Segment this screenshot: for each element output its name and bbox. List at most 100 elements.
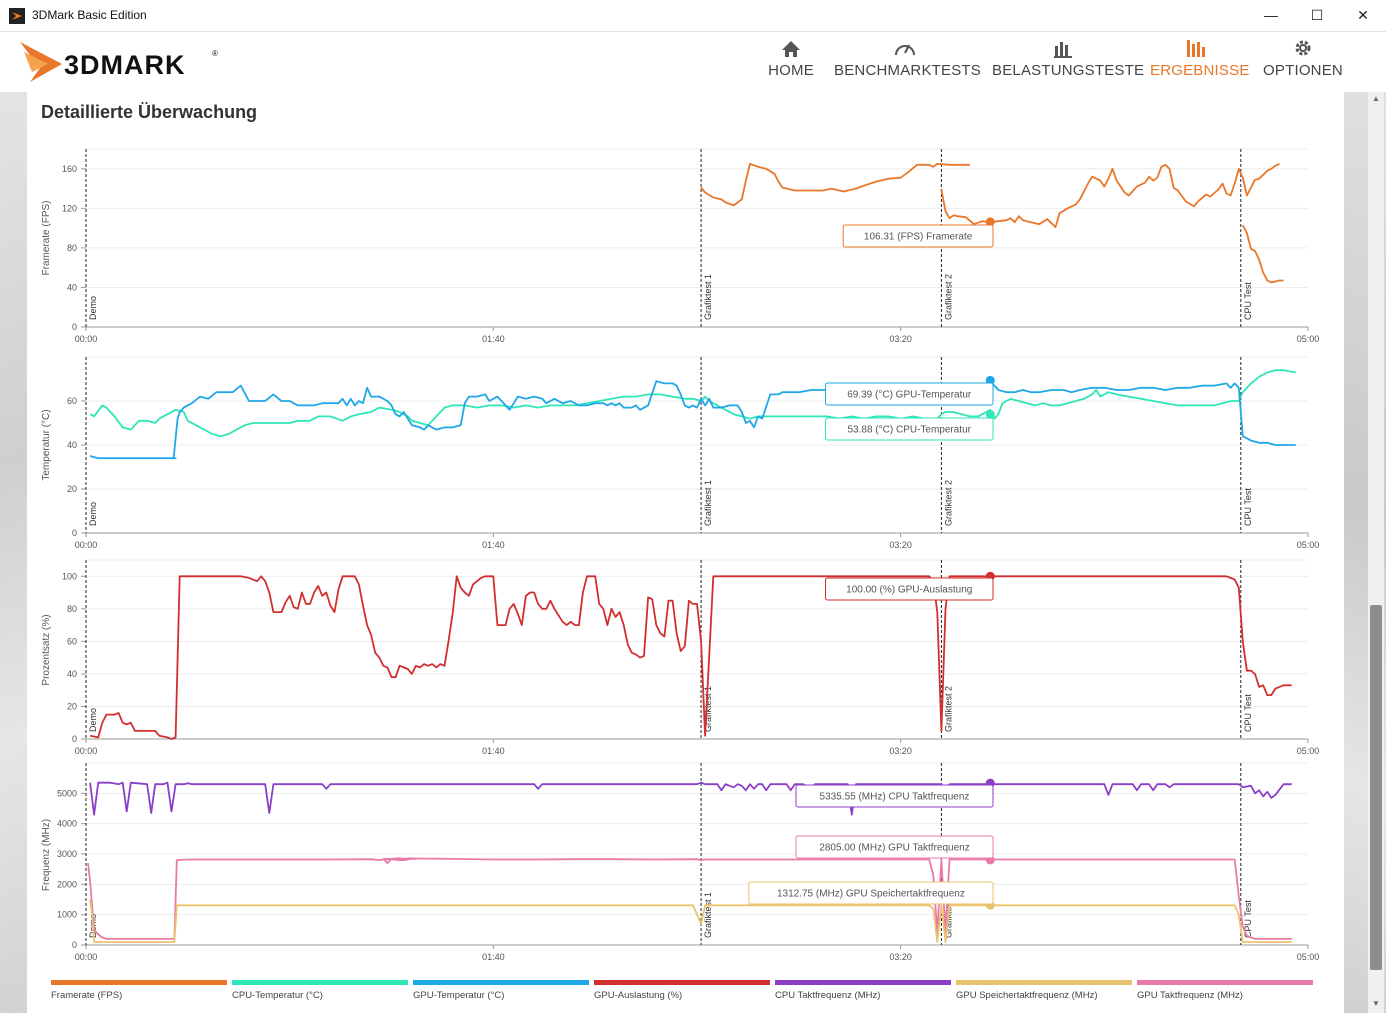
x-tick-label: 05:00 — [1297, 540, 1320, 550]
y-tick-label: 40 — [67, 440, 77, 450]
legend-swatch — [956, 980, 1132, 985]
y-tick-label: 60 — [67, 636, 77, 646]
series-line-cpu_clock — [89, 781, 1292, 816]
y-axis-label: Prozentsatz (%) — [41, 614, 52, 685]
tooltip-box — [795, 835, 994, 859]
logo-registered: ® — [212, 49, 218, 58]
series-line-cpu_temp — [89, 369, 1296, 438]
legend-swatch — [51, 980, 227, 985]
nav-ergebnisse[interactable]: ERGEBNISSE — [1150, 32, 1250, 92]
app-header: 3DMARK ® HOME BENCHMARKTESTS BELASTUNGST… — [0, 32, 1386, 92]
section-marker-label: Grafiktest 2 — [943, 274, 953, 320]
logo[interactable]: 3DMARK ® — [18, 38, 228, 84]
section-marker-label: CPU Test — [1243, 900, 1253, 938]
series-line-gpu_mem_clock — [89, 899, 1292, 943]
nav-optionen[interactable]: OPTIONEN — [1258, 32, 1348, 92]
legend-item-gpu_clock[interactable]: GPU Taktfrequenz (MHz) — [1137, 980, 1313, 1010]
legend-label: CPU-Temperatur (°C) — [232, 990, 323, 1001]
tooltip-box — [795, 784, 994, 808]
tooltip-box — [842, 224, 994, 248]
section-marker-label: Grafiktest 1 — [703, 686, 713, 732]
section-marker-label: Grafiktest 1 — [703, 480, 713, 526]
series-line-framerate — [940, 162, 1280, 228]
legend-item-gpu_load[interactable]: GPU-Auslastung (%) — [594, 980, 770, 1010]
close-button[interactable]: ✕ — [1357, 7, 1369, 23]
home-icon — [758, 32, 824, 62]
y-tick-label: 160 — [62, 164, 77, 174]
legend-label: CPU Taktfrequenz (MHz) — [775, 990, 881, 1001]
x-tick-label: 05:00 — [1297, 952, 1320, 962]
scrollbar-thumb[interactable] — [1370, 605, 1382, 970]
chart-panel-2: 0 20 40 60 80 100 00:00 01:40 03:20 05:00 Prozents… — [41, 559, 1319, 756]
y-tick-label: 120 — [62, 203, 77, 213]
tooltip-text: 1312.75 (MHz) GPU Speichertaktfrequenz — [777, 889, 965, 900]
x-tick-label: 03:20 — [889, 540, 912, 550]
y-tick-label: 80 — [67, 243, 77, 253]
legend-item-gpu_temp[interactable]: GPU-Temperatur (°C) — [413, 980, 589, 1010]
legend-item-gpu_mem_clock[interactable]: GPU Speichertaktfrequenz (MHz) — [956, 980, 1132, 1010]
legend-swatch — [232, 980, 408, 985]
tooltip-text: 5335.55 (MHz) CPU Taktfrequenz — [820, 792, 970, 803]
y-axis-label: Framerate (FPS) — [41, 200, 52, 275]
cursor-point-cpu_temp — [985, 409, 995, 419]
logo-mark-icon: 3DMARK ® — [20, 42, 218, 82]
tooltip-box — [825, 417, 994, 441]
nav-label-benchmarktests: BENCHMARKTESTS — [834, 62, 981, 79]
x-tick-label: 01:40 — [482, 334, 505, 344]
title-bar: 3DMark Basic Edition — ☐ ✕ — [0, 0, 1386, 32]
maximize-button[interactable]: ☐ — [1310, 7, 1324, 23]
series-line-gpu_temp — [89, 380, 1296, 460]
legend-swatch — [594, 980, 770, 985]
tooltip-text: 53.88 (°C) CPU-Temperatur — [848, 425, 972, 436]
nav-home[interactable]: HOME — [758, 32, 824, 92]
nav-benchmarktests[interactable]: BENCHMARKTESTS — [834, 32, 981, 92]
section-title: Detaillierte Überwachung — [41, 102, 258, 122]
nav-belastungsteste[interactable]: BELASTUNGSTESTE — [992, 32, 1145, 92]
section-marker-label: CPU Test — [1243, 282, 1253, 320]
section-marker-label: Demo — [88, 502, 98, 526]
logo-text: 3DMARK — [64, 50, 186, 80]
nav-label-belastungsteste: BELASTUNGSTESTE — [992, 62, 1145, 79]
series-line-gpu_load — [89, 575, 1292, 740]
x-tick-label: 01:40 — [482, 746, 505, 756]
chart-panel-1: 0 20 40 60 00:00 01:40 03:20 05:00 Temperatur (°… — [41, 356, 1320, 550]
legend-item-cpu_temp[interactable]: CPU-Temperatur (°C) — [232, 980, 408, 1010]
nav-label-ergebnisse: ERGEBNISSE — [1150, 62, 1250, 79]
y-tick-label: 40 — [67, 282, 77, 292]
section-marker-label: Demo — [88, 296, 98, 320]
x-tick-label: 00:00 — [75, 746, 98, 756]
section-marker-label: Demo — [88, 708, 98, 732]
y-tick-label: 3000 — [57, 849, 77, 859]
y-tick-label: 5000 — [57, 788, 77, 798]
y-tick-label: 20 — [67, 701, 77, 711]
legend-label: GPU-Temperatur (°C) — [413, 990, 505, 1001]
legend-swatch — [775, 980, 951, 985]
legend-swatch — [413, 980, 589, 985]
nav-label-optionen: OPTIONEN — [1263, 62, 1343, 79]
tooltip-text: 100.00 (%) GPU-Auslastung — [846, 585, 972, 596]
y-tick-label: 0 — [72, 322, 77, 332]
chart-icon — [1150, 32, 1244, 62]
y-axis-label: Temperatur (°C) — [41, 409, 52, 480]
y-tick-label: 0 — [72, 528, 77, 538]
y-tick-label: 20 — [67, 484, 77, 494]
legend-item-cpu_clock[interactable]: CPU Taktfrequenz (MHz) — [775, 980, 951, 1010]
scroll-down-arrow-icon[interactable]: ▼ — [1372, 999, 1380, 1008]
bars-icon — [992, 32, 1134, 62]
nav-label-home: HOME — [768, 62, 814, 79]
minimize-button[interactable]: — — [1264, 7, 1278, 23]
section-marker-label: Grafiktest 2 — [943, 686, 953, 732]
series-line-gpu_clock — [87, 857, 417, 940]
y-tick-label: 40 — [67, 669, 77, 679]
window-title: 3DMark Basic Edition — [32, 8, 147, 22]
gear-icon — [1258, 32, 1348, 62]
background-left — [0, 92, 27, 1013]
tooltip-box — [748, 881, 994, 905]
scroll-up-arrow-icon[interactable]: ▲ — [1372, 94, 1380, 103]
x-tick-label: 00:00 — [75, 952, 98, 962]
series-line-framerate — [700, 162, 970, 207]
legend-item-framerate[interactable]: Framerate (FPS) — [51, 980, 227, 1010]
legend-label: GPU-Auslastung (%) — [594, 990, 683, 1001]
legend-label: Framerate (FPS) — [51, 990, 123, 1001]
